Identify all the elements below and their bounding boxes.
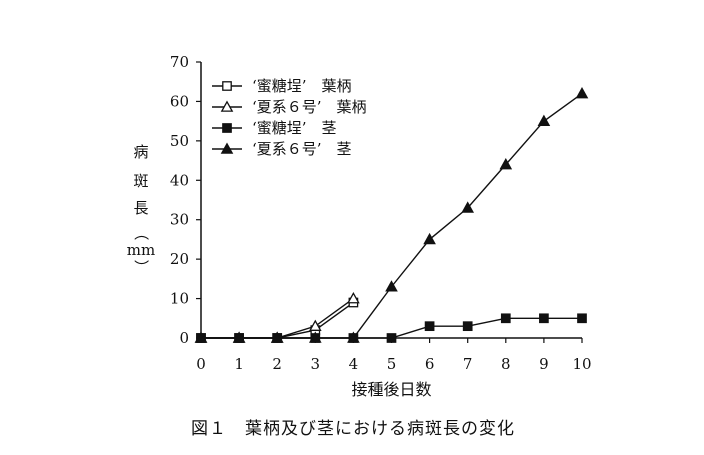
data-point-filled-square	[539, 313, 549, 324]
data-point-filled-triangle	[385, 280, 398, 292]
x-tick-label: 9	[539, 355, 549, 373]
data-point-filled-square	[462, 321, 473, 332]
x-tick-label: 6	[425, 355, 435, 373]
x-ticks: 0 1 2 3 4 5 6 7 8 9 10	[196, 338, 592, 373]
y-tick-label: 10	[170, 290, 189, 308]
x-tick-label: 8	[501, 355, 511, 373]
data-point-filled-square	[500, 313, 511, 324]
y-axis-label-char: 斑	[133, 172, 148, 190]
x-tick-label: 0	[196, 355, 206, 373]
y-axis-label-char: 病	[133, 143, 148, 161]
y-tick-label: 50	[170, 132, 189, 150]
y-axis-label-char: ）	[132, 259, 150, 274]
data-point-filled-triangle	[194, 331, 208, 343]
y-axis-label-char: mm	[127, 241, 155, 259]
y-axis-label: 病斑長 （mm）	[127, 143, 155, 275]
data-point-filled-triangle	[308, 331, 322, 343]
y-tick-label: 70	[170, 53, 189, 71]
x-tick-label: 2	[272, 355, 282, 373]
y-axis-label-char: （	[132, 225, 150, 240]
data-point-filled-triangle	[423, 232, 436, 245]
data-point-filled-triangle	[270, 331, 284, 343]
data-point-open-square	[222, 81, 232, 91]
data-point-filled-triangle	[499, 157, 513, 170]
x-axis-label: 接種後日数	[351, 380, 431, 399]
data-point-filled-triangle	[575, 87, 589, 99]
x-tick-label: 7	[463, 355, 473, 373]
figure-caption: 図１ 葉柄及び茎における病斑長の変化	[191, 419, 515, 439]
legend-label: ‘夏系６号’ 茎	[252, 140, 352, 158]
y-ticks: 0 10 20 30 40 50 60 70	[170, 53, 201, 347]
y-tick-label: 20	[170, 250, 189, 268]
data-point-filled-square	[222, 123, 232, 133]
x-tick-label: 3	[311, 355, 321, 373]
y-tick-label: 40	[170, 171, 189, 189]
y-tick-label: 0	[179, 329, 189, 347]
series-points	[194, 87, 589, 343]
data-point-filled-triangle	[461, 201, 475, 213]
legend-label: ‘蜜糖埕’ 葉柄	[252, 77, 352, 95]
legend-label: ‘蜜糖埕’ 茎	[252, 119, 337, 137]
x-tick-label: 1	[234, 355, 244, 373]
y-tick-label: 30	[170, 211, 189, 229]
x-tick-label: 10	[572, 355, 591, 373]
data-point-filled-triangle	[220, 142, 234, 154]
data-point-open-triangle	[220, 100, 234, 112]
x-tick-label: 5	[387, 355, 397, 373]
data-point-filled-triangle	[347, 331, 360, 343]
y-axis-label-char: 長	[133, 199, 148, 217]
data-point-open-triangle	[347, 292, 360, 304]
data-point-filled-square	[386, 333, 397, 343]
y-tick-label: 60	[170, 92, 189, 110]
data-point-filled-triangle	[537, 114, 551, 126]
x-tick-label: 4	[349, 355, 359, 373]
legend-label: ‘夏系６号’ 葉柄	[252, 98, 367, 116]
data-point-filled-square	[424, 321, 435, 332]
data-point-filled-square	[577, 313, 587, 324]
data-point-filled-triangle	[232, 331, 246, 343]
legend: ‘蜜糖埕’ 葉柄 ‘夏系６号’ 葉柄 ‘蜜糖埕’ 茎 ‘夏系６号’ 茎	[212, 77, 367, 158]
data-point-open-triangle	[308, 319, 322, 331]
